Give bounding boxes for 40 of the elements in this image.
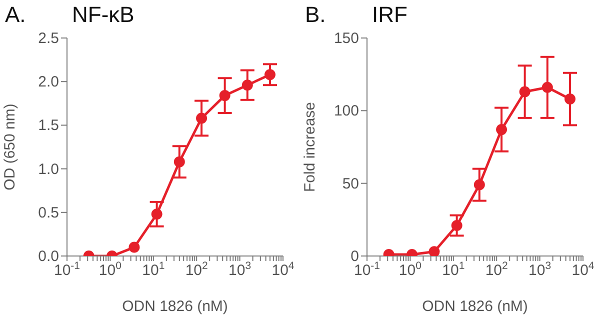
x-axis-title: ODN 1826 (nM)	[122, 298, 228, 315]
x-tick-label: 10$^{4}$	[572, 260, 594, 279]
y-tick-label: 2.5	[38, 30, 59, 47]
point	[219, 90, 230, 102]
point	[196, 112, 208, 124]
point	[451, 220, 462, 231]
chart-title: NF-κB	[72, 2, 134, 28]
point	[128, 242, 140, 253]
x-tick-label: 10$^{2}$	[485, 260, 508, 279]
x-tick-label: 10$^{2}$	[185, 260, 208, 279]
x-tick-label: 10$^{1}$	[142, 260, 165, 279]
x-tick-label: 10$^{0}$	[98, 260, 122, 279]
point	[428, 246, 440, 256]
y-tick-label: 50	[342, 175, 359, 192]
y-tick-label: 1.5	[38, 117, 59, 134]
point	[542, 82, 553, 93]
x-tick-label: 10$^{3}$	[228, 260, 252, 279]
point	[519, 86, 530, 98]
point	[474, 179, 485, 190]
text: A.	[5, 2, 26, 27]
x-tick-label: 10$^{4}$	[272, 260, 294, 279]
text: B.	[305, 2, 326, 27]
x-tick-label: 10$^{3}$	[528, 260, 552, 279]
y-tick-label: 100	[334, 102, 359, 120]
y-tick-label: 2.0	[38, 74, 59, 91]
point	[564, 94, 576, 105]
y-tick-label: 150	[334, 30, 359, 47]
x-tick-label: 10$^{0}$	[398, 260, 422, 279]
y-axis-title: Fold increase	[301, 102, 318, 192]
point	[264, 69, 276, 80]
point	[496, 124, 508, 136]
chart-title: IRF	[372, 2, 408, 28]
point	[151, 208, 162, 220]
x-axis-title: ODN 1826 (nM)	[422, 298, 528, 315]
y-axis-title: OD (650 nm)	[1, 104, 18, 190]
point	[174, 156, 185, 168]
y-tick-label: 1.0	[38, 160, 59, 178]
point	[242, 80, 253, 91]
x-tick-label: 10$^{1}$	[442, 260, 465, 279]
y-tick-label: 0.5	[38, 204, 59, 222]
